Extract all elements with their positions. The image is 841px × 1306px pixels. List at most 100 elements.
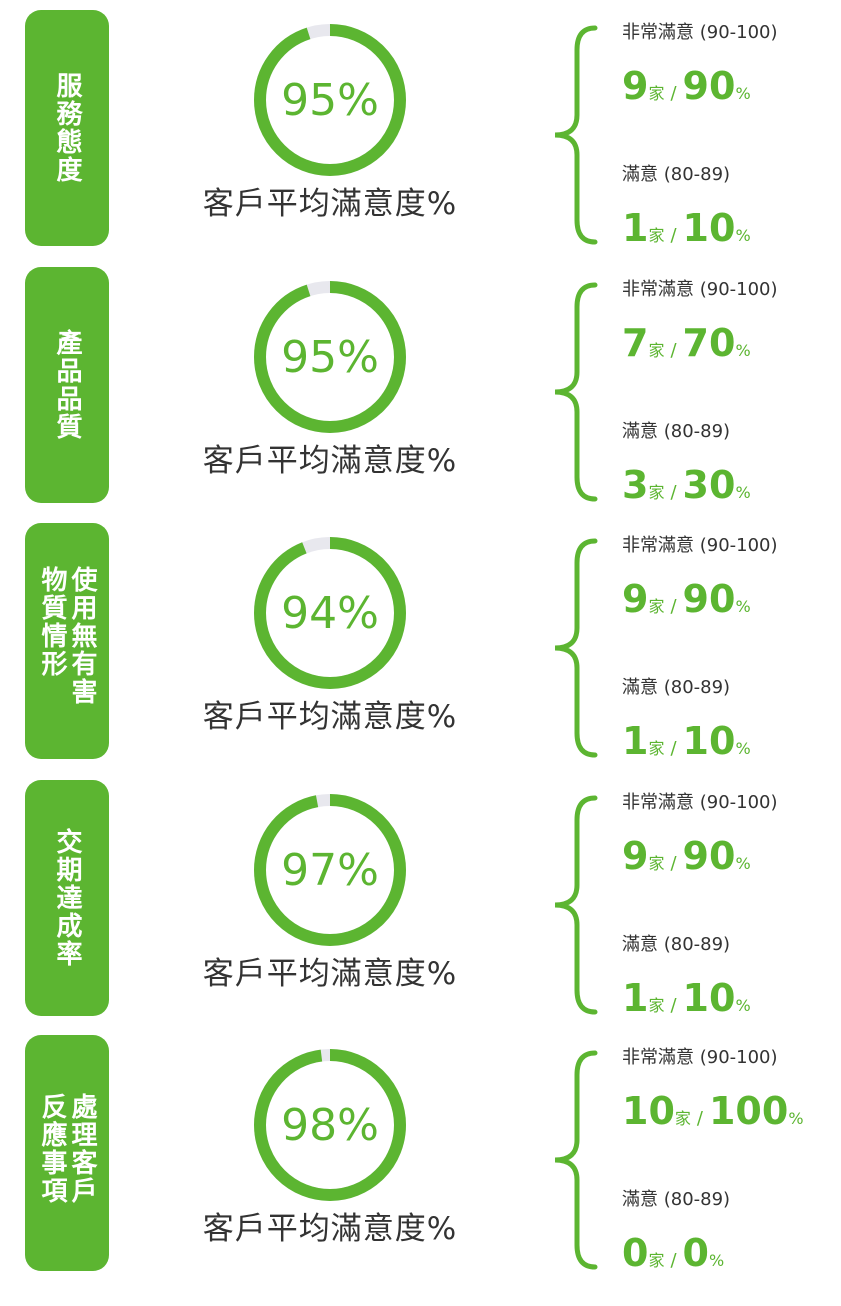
- share: 90: [682, 64, 736, 108]
- caption: 客戶平均滿意度%: [202, 956, 458, 992]
- score-ring: 97%: [254, 794, 406, 946]
- count-unit: 家: [674, 1109, 691, 1128]
- share: 0: [682, 1231, 709, 1275]
- count: 0: [622, 1231, 649, 1275]
- count: 9: [622, 834, 649, 878]
- brace: [554, 282, 598, 502]
- share: 70: [682, 321, 736, 365]
- share: 10: [682, 976, 736, 1020]
- category-pill: 交期達成率: [25, 780, 109, 1016]
- group-name: 滿意 (80-89): [622, 1189, 731, 1210]
- group-name: 非常滿意 (90-100): [622, 535, 778, 556]
- ring-value: [254, 281, 406, 433]
- row: 產品品質 95% 客戶平均滿意度% 非常滿意 (90-100) 7家/70% 滿意 (80…: [0, 267, 841, 523]
- separator: /: [670, 482, 677, 503]
- group-name: 非常滿意 (90-100): [622, 279, 778, 300]
- category-label: 使用無有害物質情形: [37, 566, 97, 706]
- category-pill: 使用無有害物質情形: [25, 523, 109, 759]
- row: 服務態度 95% 客戶平均滿意度% 非常滿意 (90-100) 9家/90% 滿意 (80…: [0, 10, 841, 266]
- ring-value: [254, 794, 406, 946]
- group-numbers: 7家 /70%: [622, 321, 751, 365]
- category-label: 服務態度: [52, 72, 82, 184]
- group-name: 滿意 (80-89): [622, 934, 731, 955]
- count-unit: 家: [648, 84, 665, 103]
- count: 1: [622, 206, 649, 250]
- share: 10: [682, 206, 736, 250]
- row: 處理客戶反應事項 98% 客戶平均滿意度% 非常滿意 (90-100) 10家/100%…: [0, 1035, 841, 1291]
- group-numbers: 0家/0%: [622, 1231, 724, 1275]
- group-numbers: 9家 /90%: [622, 64, 751, 108]
- share-unit: %: [735, 597, 751, 616]
- separator: /: [670, 1250, 677, 1271]
- separator: /: [670, 225, 677, 246]
- score-ring: 95%: [254, 281, 406, 433]
- caption: 客戶平均滿意度%: [202, 186, 458, 222]
- count: 10: [622, 1089, 675, 1133]
- separator: /: [670, 995, 677, 1016]
- share: 10: [682, 719, 736, 763]
- count: 1: [622, 976, 649, 1020]
- score-ring: 95%: [254, 24, 406, 176]
- score-label: 95%: [281, 75, 379, 126]
- separator: /: [670, 738, 677, 759]
- count-unit: 家: [648, 597, 665, 616]
- count-unit: 家: [648, 1251, 665, 1270]
- group-name: 滿意 (80-89): [622, 421, 731, 442]
- category-label: 產品品質: [52, 329, 82, 441]
- group-numbers: 9家 /90%: [622, 577, 751, 621]
- share: 30: [682, 463, 736, 507]
- count-unit: 家: [648, 996, 665, 1015]
- share-unit: %: [735, 483, 751, 502]
- group-name: 非常滿意 (90-100): [622, 1047, 778, 1068]
- count-unit: 家: [648, 226, 665, 245]
- separator: /: [670, 83, 677, 104]
- share-unit: %: [735, 854, 751, 873]
- share-unit: %: [735, 341, 751, 360]
- ring-value: [254, 24, 406, 176]
- group-numbers: 1家 /10%: [622, 719, 751, 763]
- separator: /: [670, 853, 677, 874]
- category-pill: 處理客戶反應事項: [25, 1035, 109, 1271]
- share-unit: %: [788, 1109, 804, 1128]
- share: 90: [682, 577, 736, 621]
- brace-path: [554, 1050, 598, 1270]
- count-unit: 家: [648, 341, 665, 360]
- share-unit: %: [735, 996, 751, 1015]
- group-name: 滿意 (80-89): [622, 677, 731, 698]
- group-name: 非常滿意 (90-100): [622, 22, 778, 43]
- group-name: 滿意 (80-89): [622, 164, 731, 185]
- score-ring: 98%: [254, 1049, 406, 1201]
- share-unit: %: [709, 1251, 725, 1270]
- caption: 客戶平均滿意度%: [202, 1211, 458, 1247]
- category-pill: 產品品質: [25, 267, 109, 503]
- group-name: 非常滿意 (90-100): [622, 792, 778, 813]
- score-label: 95%: [281, 332, 379, 383]
- brace-path: [554, 25, 598, 245]
- group-numbers: 9家 /90%: [622, 834, 751, 878]
- count: 7: [622, 321, 649, 365]
- share-unit: %: [735, 739, 751, 758]
- share-unit: %: [735, 84, 751, 103]
- group-numbers: 3家 /30%: [622, 463, 751, 507]
- brace-path: [554, 282, 598, 502]
- brace: [554, 25, 598, 245]
- count-unit: 家: [648, 854, 665, 873]
- ring-value: [254, 1049, 406, 1201]
- score-label: 98%: [281, 1100, 379, 1151]
- category-label: 交期達成率: [52, 828, 82, 968]
- separator: /: [670, 596, 677, 617]
- share: 100: [708, 1089, 789, 1133]
- group-numbers: 10家 /100%: [622, 1089, 804, 1133]
- brace: [554, 1050, 598, 1270]
- caption: 客戶平均滿意度%: [202, 699, 458, 735]
- count: 3: [622, 463, 649, 507]
- count: 1: [622, 719, 649, 763]
- row: 交期達成率 97% 客戶平均滿意度% 非常滿意 (90-100) 9家/90% 滿意 (8…: [0, 780, 841, 1036]
- category-label: 處理客戶反應事項: [37, 1093, 97, 1205]
- caption: 客戶平均滿意度%: [202, 443, 458, 479]
- group-numbers: 1家 /10%: [622, 206, 751, 250]
- brace-path: [554, 795, 598, 1015]
- separator: /: [670, 340, 677, 361]
- count: 9: [622, 64, 649, 108]
